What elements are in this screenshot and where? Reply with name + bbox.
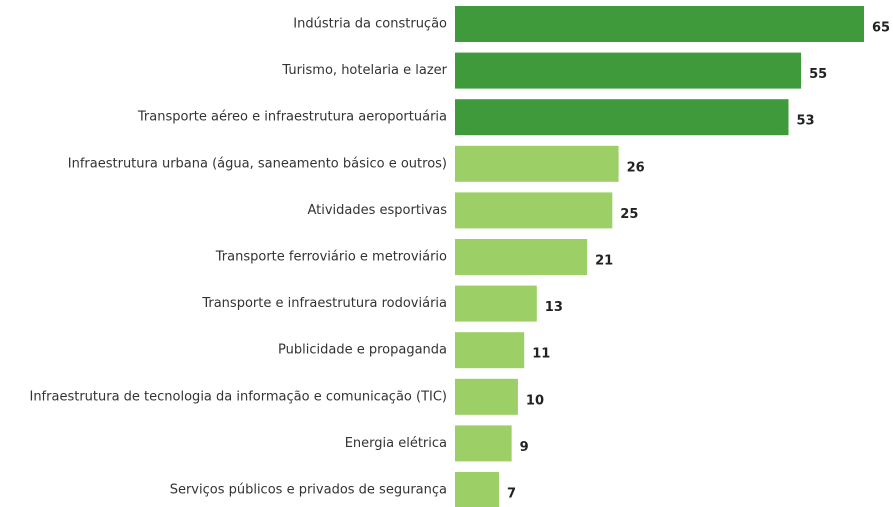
- value-label: 65: [872, 21, 890, 36]
- category-label: Indústria da construção: [293, 17, 447, 32]
- bar: [455, 378, 518, 415]
- value-label: 21: [595, 254, 613, 269]
- value-label: 53: [796, 114, 814, 129]
- category-label: Transporte ferroviário e metroviário: [215, 250, 447, 265]
- value-label: 26: [627, 160, 645, 175]
- value-label: 9: [520, 440, 529, 455]
- category-label: Infraestrutura de tecnologia da informaç…: [29, 389, 447, 404]
- bar: [455, 332, 525, 369]
- bar: [455, 145, 619, 182]
- value-label: 55: [809, 67, 827, 82]
- bar: [455, 192, 613, 229]
- category-label: Publicidade e propaganda: [278, 343, 447, 358]
- value-label: 10: [526, 393, 544, 408]
- bar: [455, 425, 512, 462]
- bar: [455, 6, 864, 42]
- bar: [455, 239, 588, 275]
- bar: [455, 285, 537, 322]
- value-label: 11: [532, 347, 550, 362]
- bar: [455, 472, 500, 507]
- category-label: Infraestrutura urbana (água, saneamento …: [68, 156, 447, 171]
- category-label: Transporte e infraestrutura rodoviária: [201, 296, 447, 311]
- value-label: 7: [507, 487, 516, 502]
- category-label: Atividades esportivas: [307, 203, 447, 218]
- category-label: Turismo, hotelaria e lazer: [281, 63, 447, 78]
- category-label: Serviços públicos e privados de seguranç…: [170, 483, 447, 498]
- category-label: Transporte aéreo e infraestrutura aeropo…: [137, 110, 447, 125]
- bar: [455, 52, 802, 89]
- category-label: Energia elétrica: [345, 436, 447, 451]
- value-label: 13: [545, 300, 563, 315]
- bar: [455, 99, 789, 136]
- value-label: 25: [620, 207, 638, 222]
